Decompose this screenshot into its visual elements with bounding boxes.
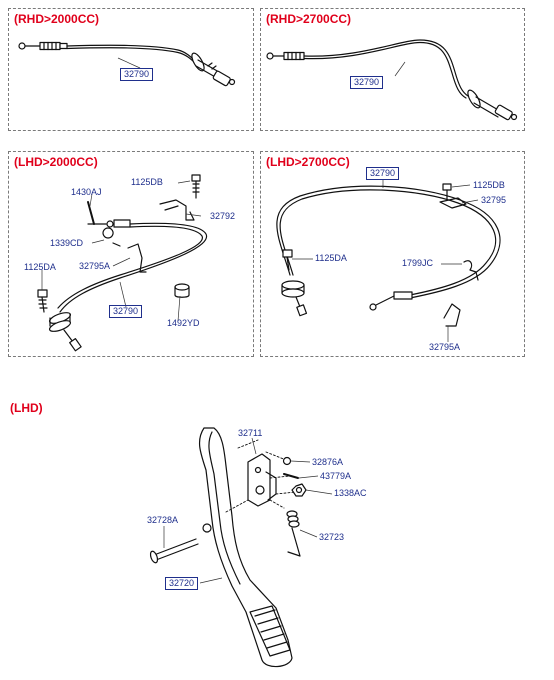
part-label-1125db-lhd2000[interactable]: 1125DB [131,177,163,187]
bracket-32795[interactable] [439,197,467,209]
part-label-32790-rhd2000[interactable]: 32790 [120,68,154,81]
bolt-1125db-lhd2700[interactable] [442,183,452,201]
panel-title-lhd: (LHD) [10,401,43,415]
panel-lhd-2700cc [260,151,525,357]
bracket-32795a-lhd2700[interactable] [443,303,461,327]
panel-title-rhd-2000cc: (RHD>2000CC) [14,12,100,26]
bracket-32711[interactable] [247,453,277,507]
bracket-32795a-lhd2000[interactable] [127,243,147,273]
panel-title-rhd-2700cc: (RHD>2700CC) [266,12,352,26]
bolt-1125da-lhd2000[interactable] [37,289,48,313]
part-label-1125da-lhd2700[interactable]: 1125DA [315,253,347,263]
part-label-1492yd[interactable]: 1492YD [167,318,200,328]
rhd2000-cable[interactable] [18,41,236,87]
panel-rhd-2000cc [8,8,254,131]
part-label-1125db-lhd2700[interactable]: 1125DB [473,180,505,190]
accelerator-pedal-32720[interactable] [198,427,293,668]
bracket-32792[interactable] [159,199,195,221]
part-label-32723[interactable]: 32723 [319,532,345,542]
part-label-32728a[interactable]: 32728A [147,515,179,525]
part-label-43779a[interactable]: 43779A [320,471,352,481]
part-label-32795a-lhd2700[interactable]: 32795A [429,342,461,352]
bolt-1125db-lhd2000[interactable] [191,174,201,199]
panel-rhd-2700cc [260,8,525,131]
nut-1338ac[interactable] [291,483,307,497]
pin-32728a[interactable] [149,538,199,564]
part-label-32720[interactable]: 32720 [165,577,199,590]
panel-title-lhd-2700cc: (LHD>2700CC) [266,155,350,169]
part-label-1338ac[interactable]: 1338AC [334,488,367,498]
spring-32723[interactable] [286,510,301,557]
bolt-1125da-lhd2700[interactable] [282,249,293,271]
clip-1799jc[interactable] [463,260,479,281]
part-label-1799jc[interactable]: 1799JC [402,258,434,268]
part-label-32790-lhd2000[interactable]: 32790 [109,305,143,318]
part-label-32792[interactable]: 32792 [210,211,236,221]
pin-1430aj[interactable] [87,201,95,225]
part-label-1430aj[interactable]: 1430AJ [71,187,102,197]
lhd2000-cable[interactable] [48,219,208,352]
lhd2700-cable[interactable] [276,185,501,317]
part-label-32790-rhd2700[interactable]: 32790 [350,76,384,89]
part-label-32711[interactable]: 32711 [238,428,263,438]
part-label-1125da-lhd2000[interactable]: 1125DA [24,262,56,272]
pin-43779a[interactable] [283,473,299,479]
part-label-32790-lhd2700[interactable]: 32790 [366,167,400,180]
grommet-1492yd[interactable] [174,283,190,298]
part-label-32795[interactable]: 32795 [481,195,507,205]
panel-title-lhd-2000cc: (LHD>2000CC) [14,155,98,169]
rhd2700-cable[interactable] [266,39,518,121]
clip-32876a[interactable] [282,456,292,466]
part-label-32795a-lhd2000[interactable]: 32795A [79,261,111,271]
panel-lhd-2000cc [8,151,254,357]
part-label-1339cd[interactable]: 1339CD [50,238,84,248]
part-label-32876a[interactable]: 32876A [312,457,344,467]
clip-1339cd[interactable] [102,227,121,247]
